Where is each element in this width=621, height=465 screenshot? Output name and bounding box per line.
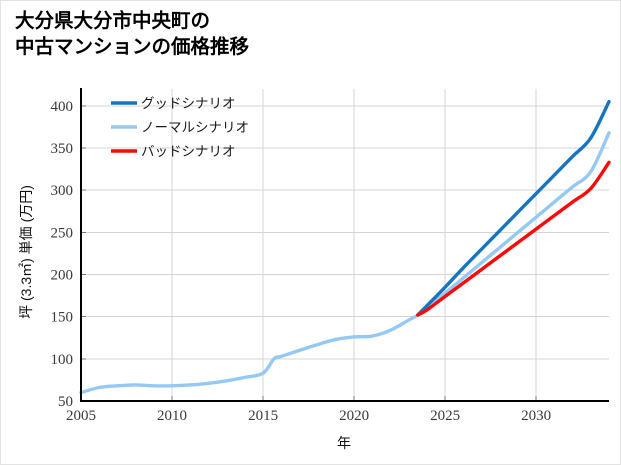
data-series-group bbox=[79, 99, 611, 395]
y-tick-label: 400 bbox=[51, 99, 74, 115]
gridlines-group bbox=[80, 89, 609, 402]
x-tick-label: 2025 bbox=[430, 408, 460, 424]
y-tick-label: 100 bbox=[51, 352, 74, 368]
legend-label-0[interactable]: グッドシナリオ bbox=[141, 96, 236, 111]
series-line-good bbox=[416, 99, 611, 317]
x-tick-label: 2010 bbox=[157, 408, 187, 424]
series-line-bad bbox=[416, 160, 611, 317]
y-tick-label: 250 bbox=[51, 225, 74, 241]
chart-title: 大分県大分市中央町の 中古マンションの価格推移 bbox=[15, 10, 250, 58]
y-axis-title: 坪 (3.3㎡) 単価 (万円) bbox=[18, 185, 34, 319]
legend-label-2[interactable]: バッドシナリオ bbox=[141, 144, 236, 159]
y-tick-label: 150 bbox=[51, 310, 74, 326]
y-tick-label: 300 bbox=[51, 183, 74, 199]
x-tick-label: 2005 bbox=[66, 408, 96, 424]
x-tick-label: 2020 bbox=[339, 408, 369, 424]
series-line-normal bbox=[79, 131, 611, 395]
x-tick-label: 2030 bbox=[521, 408, 551, 424]
y-axis-tick-labels: 50 100 150 200 250 300 350 400 bbox=[51, 99, 74, 410]
y-tick-label: 50 bbox=[58, 394, 73, 410]
x-axis-tick-labels: 2005 2010 2015 2020 2025 2030 bbox=[66, 408, 551, 424]
x-tick-label: 2015 bbox=[248, 408, 278, 424]
y-tick-label: 350 bbox=[51, 141, 74, 157]
x-axis-title: 年 bbox=[337, 435, 351, 451]
legend-label-1[interactable]: ノーマルシナリオ bbox=[141, 120, 249, 135]
y-tick-label: 200 bbox=[51, 268, 74, 284]
axis-lines-group bbox=[79, 88, 609, 403]
